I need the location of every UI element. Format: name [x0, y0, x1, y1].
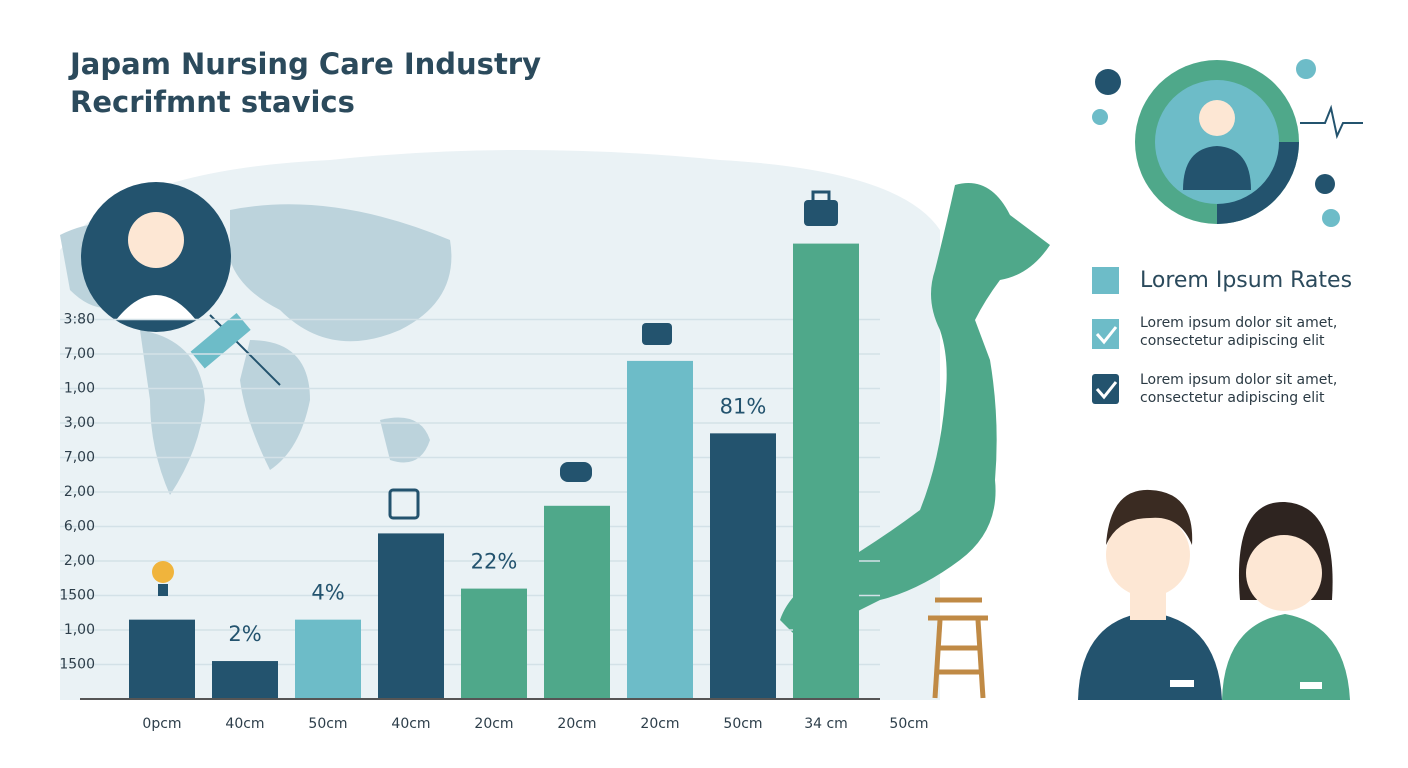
chart-title: Japam Nursing Care Industry: [68, 47, 541, 81]
annotation: 81%: [720, 394, 767, 418]
legend-title: Lorem Ipsum Rates: [1140, 268, 1352, 293]
staff-illustration: [1078, 489, 1350, 700]
x-tick-label: 34 cm: [804, 716, 848, 732]
legend-check: [1092, 374, 1119, 404]
x-tick-label: 20cm: [474, 716, 513, 732]
japan-map: [780, 183, 1050, 640]
profile-icons: [1092, 59, 1340, 227]
bar: [129, 619, 195, 699]
profile-body: [1183, 146, 1251, 190]
annotation: 2%: [228, 622, 261, 646]
annotation: 4%: [311, 581, 344, 605]
nurse-face: [128, 212, 184, 268]
x-tick-label: 50cm: [723, 716, 762, 732]
check-mark: [1095, 381, 1118, 400]
y-tick-label: 7,00: [64, 346, 95, 362]
y-tick-label: 1,00: [64, 622, 95, 638]
x-tick-label: 0pcm: [142, 716, 181, 732]
x-tick-label: 50cm: [889, 716, 928, 732]
bar: [212, 661, 278, 699]
legend-check: [1092, 319, 1119, 349]
x-tick-label: 20cm: [557, 716, 596, 732]
y-tick-label: 3,00: [64, 415, 95, 431]
legend-item: Lorem ipsum dolor sit amet,: [1140, 315, 1337, 331]
y-tick-label: 2,00: [64, 553, 95, 569]
check-mark: [1095, 326, 1118, 345]
x-tick-label: 40cm: [391, 716, 430, 732]
bar: [627, 360, 693, 699]
legend-swatch: [1092, 267, 1119, 294]
bar-icons: [152, 190, 838, 596]
y-tick-label: 7,00: [64, 450, 95, 466]
bar: [710, 433, 776, 699]
pulse-icon: [1300, 104, 1363, 140]
x-tick-label: 20cm: [640, 716, 679, 732]
bar: [793, 243, 859, 699]
x-tick-label: 50cm: [308, 716, 347, 732]
legend-item: consectetur adipiscing elit: [1140, 333, 1325, 349]
profile-face: [1199, 100, 1235, 136]
nurse-body: [116, 295, 196, 320]
chart-subtitle: Recrifmnt stavics: [70, 85, 355, 119]
bar: [295, 619, 361, 699]
bar: [461, 588, 527, 699]
annotation: 22%: [471, 550, 518, 574]
x-tick-label: 40cm: [225, 716, 264, 732]
y-tick-label: 2,00: [64, 484, 95, 500]
y-tick-label: 1,00: [64, 381, 95, 397]
easel: [928, 597, 988, 699]
legend-item: Lorem ipsum dolor sit amet,: [1140, 372, 1337, 388]
bar: [544, 505, 610, 699]
legend-item: consectetur adipiscing elit: [1140, 390, 1325, 406]
y-tick-label: 1500: [59, 657, 95, 673]
y-tick-label: 1500: [59, 588, 95, 604]
bar: [378, 533, 444, 699]
y-tick-label: 6,00: [64, 519, 95, 535]
y-tick-label: 3:80: [64, 312, 95, 328]
